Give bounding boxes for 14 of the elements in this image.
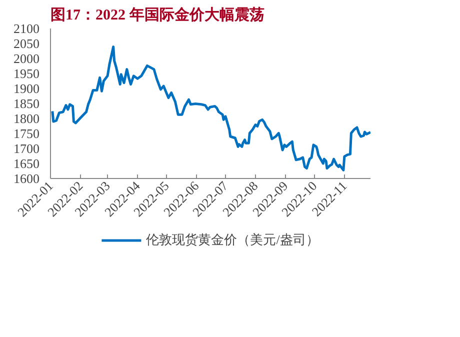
legend-label: 伦敦现货黄金价（美元/盎司）	[146, 231, 319, 249]
y-tick-label: 1950	[14, 66, 40, 81]
y-tick-label: 2050	[14, 36, 40, 51]
y-tick-label: 1850	[14, 96, 40, 111]
chart-title: 图17：2022 年国际金价大幅震荡	[50, 6, 264, 24]
y-tick-label: 1700	[14, 141, 40, 156]
y-tick-label: 1900	[14, 81, 40, 96]
y-tick-label: 1800	[14, 111, 40, 126]
y-tick-label: 2100	[14, 21, 40, 36]
y-tick-label: 2000	[14, 51, 40, 66]
line-series	[51, 46, 370, 172]
y-tick-label: 1600	[14, 171, 40, 186]
y-tick-label: 1650	[14, 156, 40, 171]
y-tick-label: 1750	[14, 126, 40, 141]
